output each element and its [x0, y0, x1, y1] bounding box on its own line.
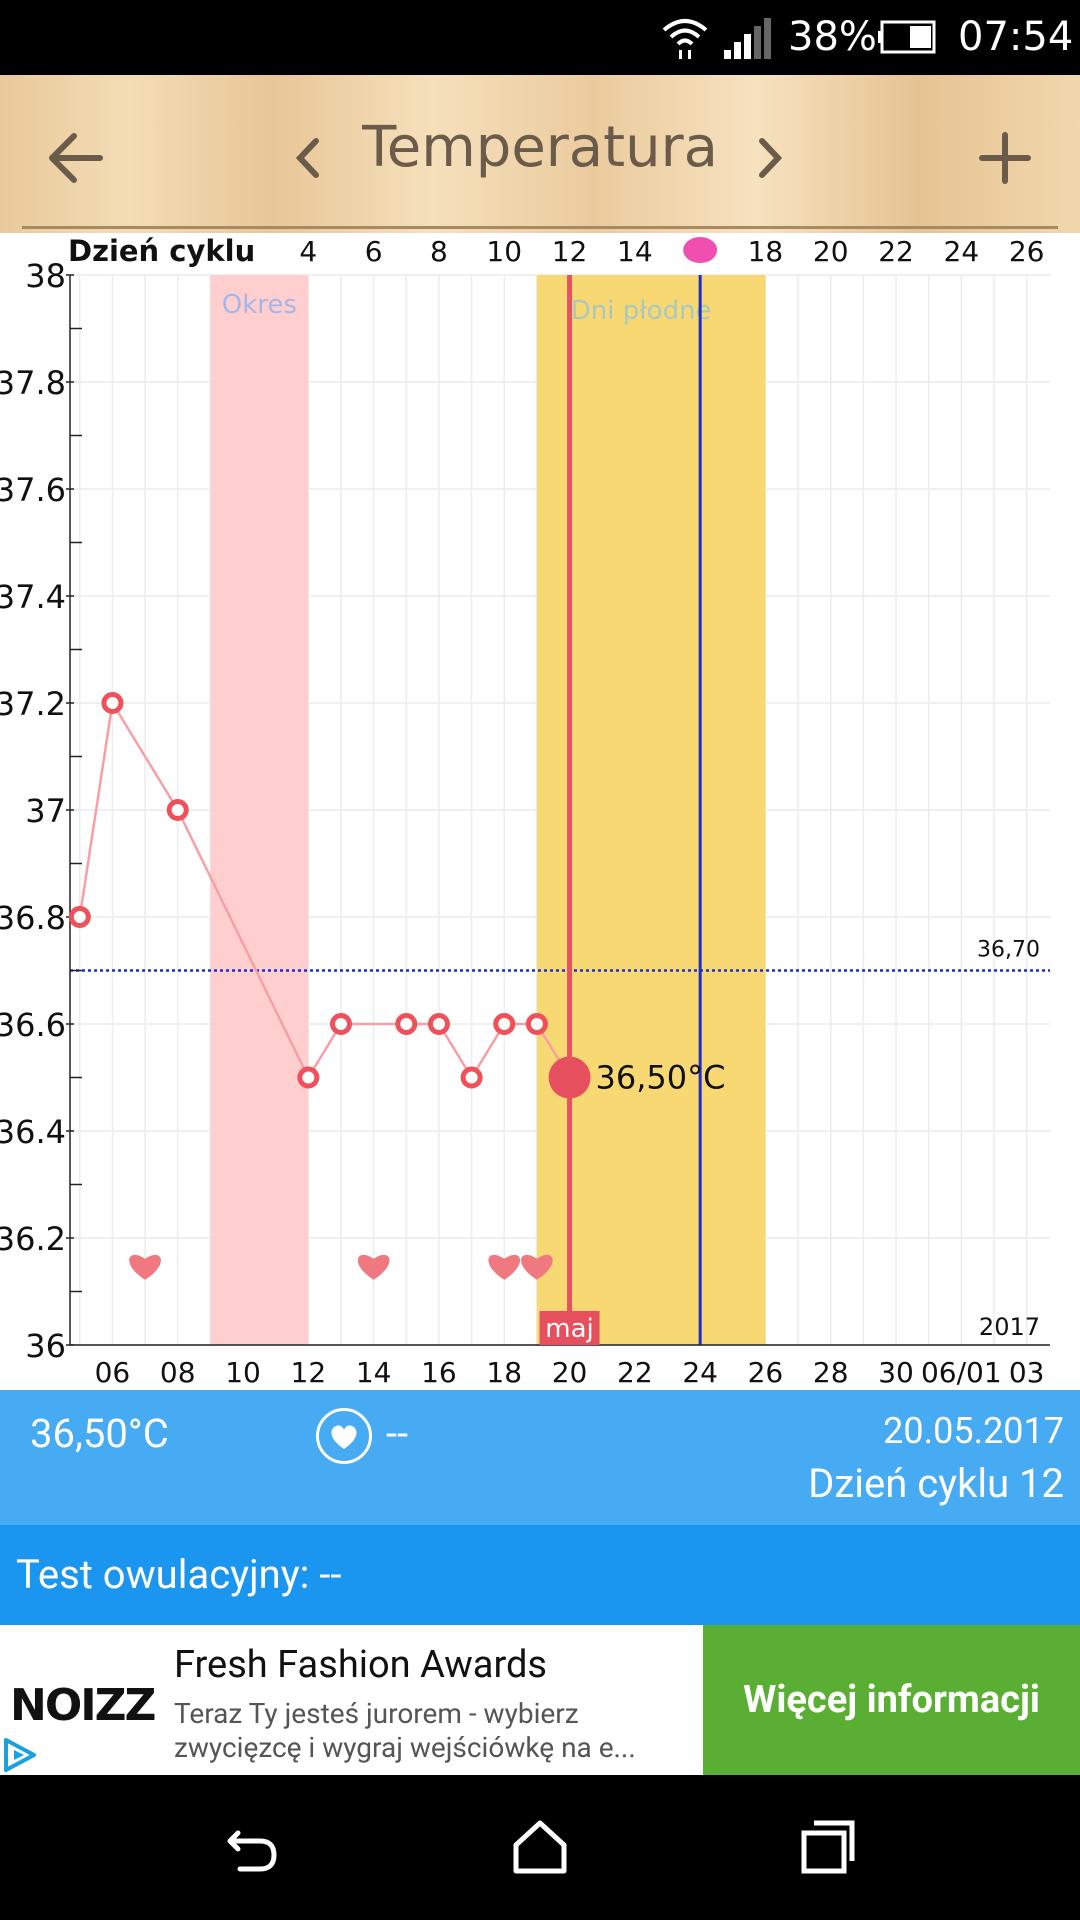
- cycle-tick-label: 26: [1009, 235, 1045, 268]
- x-tick-label: 22: [617, 1356, 653, 1389]
- ad-description: Teraz Ty jesteś jurorem - wybierz zwycię…: [174, 1697, 636, 1764]
- temperature-point: [101, 692, 124, 714]
- temperature-point: [493, 1013, 516, 1035]
- month-label-box: [539, 1311, 600, 1345]
- app-header: Temperatura: [0, 75, 1080, 233]
- selected-temperature: 36,50°C: [30, 1410, 169, 1457]
- x-tick-label: 12: [291, 1356, 327, 1389]
- plus-icon[interactable]: [970, 123, 1040, 193]
- temperature-point: [166, 799, 189, 821]
- ad-choices-icon[interactable]: [2, 1737, 38, 1773]
- cycle-tick-label: 24: [944, 235, 980, 268]
- x-tick-label: 14: [356, 1356, 392, 1389]
- heart-icon[interactable]: [316, 1408, 372, 1464]
- intercourse-heart-icon: [521, 1254, 553, 1280]
- y-tick-label: 38: [25, 257, 66, 295]
- back-nav-icon[interactable]: [220, 1815, 284, 1879]
- x-tick-label: 08: [160, 1356, 196, 1389]
- fertile-band: [536, 275, 766, 1345]
- temperature-point: [297, 1066, 320, 1089]
- intercourse-value: --: [386, 1410, 409, 1457]
- period-band-label: Okres: [222, 290, 297, 320]
- temperature-chart[interactable]: Okres Dni płodne 36,70 38 37.8 37.6 37.4 37.2 37…: [0, 233, 1080, 1390]
- battery-icon: [878, 20, 936, 54]
- y-tick-label: 37.8: [0, 364, 66, 402]
- ad-title[interactable]: Fresh Fashion Awards: [174, 1643, 548, 1687]
- home-nav-icon[interactable]: [508, 1815, 572, 1879]
- temperature-point: [68, 906, 91, 928]
- y-tick-label: 37.4: [0, 578, 66, 616]
- month-label: maj: [545, 1314, 593, 1344]
- arrow-left-icon[interactable]: [40, 123, 110, 193]
- ovulation-test-label: Test owulacyjny: --: [16, 1551, 342, 1598]
- intercourse-heart-icon: [129, 1254, 161, 1280]
- cycle-tick-label: 20: [813, 235, 849, 268]
- temperature-point: [329, 1013, 352, 1035]
- recents-nav-icon[interactable]: [796, 1815, 860, 1879]
- system-nav-bar: [0, 1775, 1080, 1920]
- cycle-tick-label: 6: [365, 235, 383, 268]
- x-tick-label: 20: [552, 1356, 588, 1389]
- page-title: Temperatura: [362, 115, 718, 180]
- coverline-label: 36,70: [977, 938, 1040, 963]
- temperature-point: [395, 1013, 418, 1035]
- clock: 07:54: [958, 14, 1074, 60]
- selected-date: 20.05.2017: [883, 1410, 1064, 1452]
- selected-cycle-day: Dzień cyklu 12: [808, 1460, 1064, 1507]
- temperature-point: [427, 1013, 450, 1035]
- x-tick-label: 28: [813, 1356, 849, 1389]
- x-tick-label: 10: [225, 1356, 261, 1389]
- x-tick-label: 06: [95, 1356, 131, 1389]
- y-tick-label: 36.8: [0, 899, 66, 937]
- ovulation-marker-icon: [683, 237, 718, 263]
- battery-percent: 38%: [788, 14, 877, 60]
- chevron-left-icon[interactable]: [274, 123, 344, 193]
- signal-icon: [724, 18, 771, 59]
- y-tick-label: 37.2: [0, 685, 66, 723]
- cycle-tick-label: 22: [878, 235, 914, 268]
- day-info-panel[interactable]: 36,50°C -- 20.05.2017 Dzień cyklu 12: [0, 1390, 1080, 1525]
- intercourse-heart-icon: [357, 1254, 390, 1280]
- temperature-chart-svg[interactable]: Okres Dni płodne 36,70 38 37.8 37.6 37.4 37.2 37…: [0, 233, 1080, 1390]
- temperature-point: [525, 1013, 548, 1035]
- y-tick-label: 36: [25, 1327, 66, 1365]
- x-tick-label: 03: [1009, 1356, 1045, 1389]
- x-tick-label: 26: [748, 1356, 784, 1389]
- y-tick-label: 36.2: [0, 1220, 66, 1258]
- ad-banner[interactable]: NOIZZ Fresh Fashion Awards Teraz Ty jest…: [0, 1625, 1080, 1775]
- intercourse-heart-icon: [488, 1254, 521, 1280]
- selected-temperature-point: [548, 1056, 591, 1099]
- y-tick-label: 37: [25, 792, 66, 830]
- cycle-tick-label: 10: [486, 235, 522, 268]
- wifi-icon: [662, 19, 708, 59]
- x-tick-label: 30: [878, 1356, 914, 1389]
- status-bar: 38% 07:54: [0, 0, 1080, 75]
- ovulation-test-row[interactable]: Test owulacyjny: --: [0, 1525, 1080, 1625]
- cycle-tick-label: 14: [617, 235, 653, 268]
- fertile-band-label: Dni płodne: [571, 296, 712, 326]
- cycle-tick-label: 8: [430, 235, 448, 268]
- chevron-right-icon[interactable]: [734, 123, 804, 193]
- cycle-tick-label: 12: [552, 235, 588, 268]
- y-tick-label: 36.4: [0, 1113, 66, 1151]
- y-tick-label: 36.6: [0, 1006, 66, 1044]
- x-tick-label: 06/01: [921, 1356, 1002, 1389]
- cycle-tick-label: 18: [748, 235, 784, 268]
- ad-logo: NOIZZ: [10, 1680, 156, 1731]
- x-tick-label: 18: [486, 1356, 522, 1389]
- x-tick-label: 24: [682, 1356, 718, 1389]
- y-tick-label: 37.6: [0, 471, 66, 509]
- selected-temperature-label: 36,50°C: [596, 1059, 726, 1097]
- ad-more-info-button[interactable]: Więcej informacji: [703, 1625, 1080, 1775]
- period-band: [210, 275, 309, 1345]
- x-tick-label: 16: [421, 1356, 457, 1389]
- temperature-point: [460, 1066, 483, 1089]
- cycle-tick-label: 4: [299, 235, 317, 268]
- year-label: 2017: [979, 1313, 1040, 1341]
- cycle-axis-label: Dzień cyklu: [68, 234, 255, 268]
